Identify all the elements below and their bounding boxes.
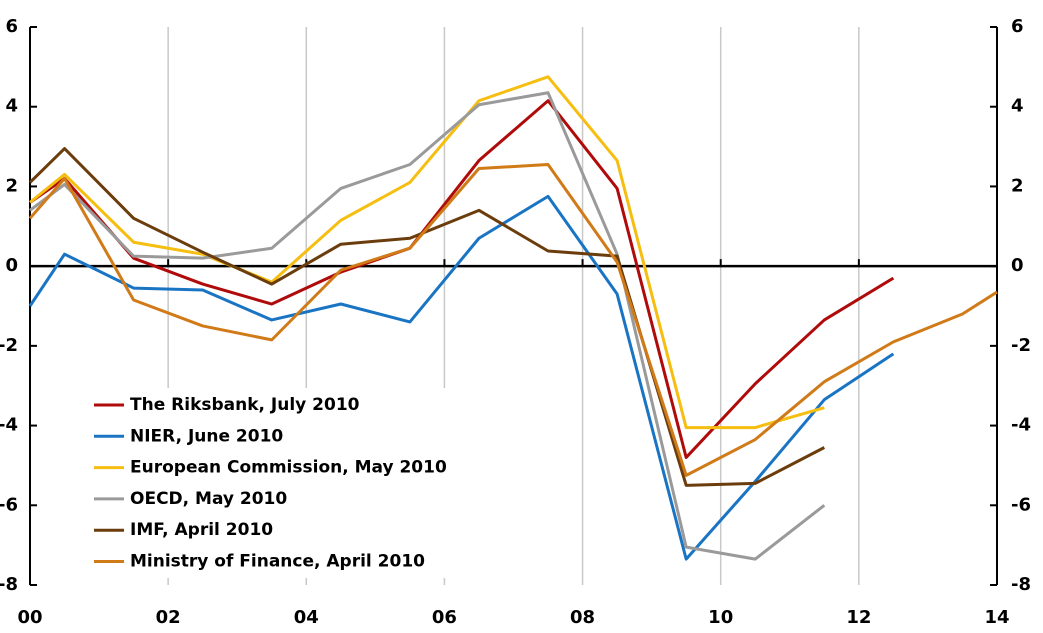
y-tick-label: 4 <box>5 96 18 117</box>
series-line <box>29 99 895 459</box>
x-tick-label: 08 <box>570 607 595 628</box>
x-tick-label: 12 <box>846 607 871 628</box>
y-tick-label: 0 <box>5 255 18 276</box>
y2-tick-label: 0 <box>1011 255 1024 276</box>
legend-label: European Commission, May 2010 <box>130 458 447 478</box>
x-tick-label: 00 <box>17 607 42 628</box>
y2-tick-label: -6 <box>1011 494 1031 515</box>
legend-label: Ministry of Finance, April 2010 <box>130 552 425 572</box>
y2-tick-label: 6 <box>1011 16 1024 37</box>
y-tick-label: 6 <box>5 16 18 37</box>
y2-tick-label: -2 <box>1011 335 1031 356</box>
y-tick-label: -8 <box>0 574 18 595</box>
legend-box <box>86 388 486 578</box>
series-line <box>28 147 826 487</box>
y2-tick-label: 4 <box>1011 96 1024 117</box>
y-tick-label: -6 <box>0 494 18 515</box>
x-tick-label: 10 <box>708 607 733 628</box>
series-line <box>28 194 895 561</box>
legend-label: IMF, April 2010 <box>130 520 273 540</box>
series-line <box>29 75 825 430</box>
y2-tick-label: -8 <box>1011 574 1031 595</box>
x-tick-label: 14 <box>984 607 1009 628</box>
legend-label: The Riksbank, July 2010 <box>130 395 360 415</box>
y-tick-label: -2 <box>0 335 18 356</box>
y-tick-label: 2 <box>5 175 18 196</box>
x-tick-label: 06 <box>432 607 457 628</box>
series-line <box>29 91 826 561</box>
series-line <box>28 163 998 477</box>
y2-tick-label: -4 <box>1011 415 1031 436</box>
y-tick-label: -4 <box>0 415 18 436</box>
legend-label: OECD, May 2010 <box>130 489 287 509</box>
legend-label: NIER, June 2010 <box>130 426 283 446</box>
y2-tick-label: 2 <box>1011 175 1024 196</box>
x-tick-label: 02 <box>156 607 181 628</box>
x-tick-label: 04 <box>294 607 319 628</box>
